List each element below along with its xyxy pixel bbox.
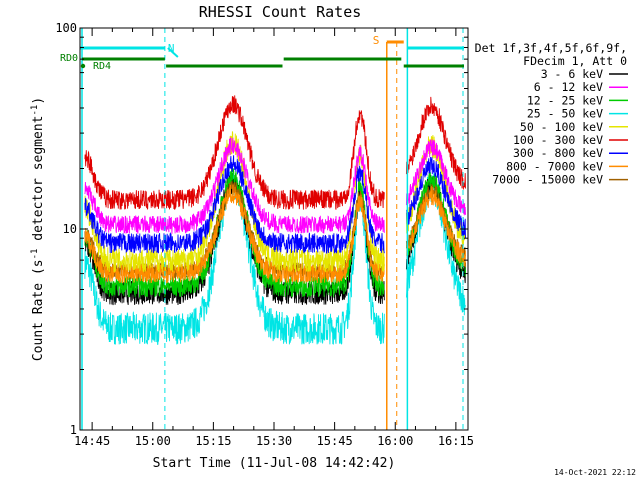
legend-entry-label: 7000 - 15000 keV xyxy=(492,173,603,187)
chart-title: RHESSI Count Rates xyxy=(199,3,362,21)
y-axis-label-mid: detector segment xyxy=(31,116,46,249)
legend-entry-label: 800 - 7000 keV xyxy=(506,159,603,173)
legend-header-line-1: Det 1f,3f,4f,5f,6f,9f, xyxy=(475,41,627,55)
x-axis: 14:45 15:00 15:15 15:30 15:45 16:00 16:15 xyxy=(74,28,474,448)
y-tick-label: 100 xyxy=(55,21,77,35)
y-axis-label-sup: -1 xyxy=(30,249,40,260)
x-axis-label: Start Time (11-Jul-08 14:42:42) xyxy=(153,456,396,471)
series-layer xyxy=(84,95,466,346)
legend: Det 1f,3f,4f,5f,6f,9f, FDecim 1, Att 0 3… xyxy=(475,41,628,187)
legend-entry-label: 300 - 800 keV xyxy=(513,146,603,160)
segment-layer: N S RD0 RD4 xyxy=(60,28,464,430)
saa-label: S xyxy=(373,34,380,47)
legend-entry-label: 12 - 25 keV xyxy=(527,93,603,107)
x-tick-label: 16:00 xyxy=(377,434,413,448)
y-axis-label-sup2: -1 xyxy=(30,105,40,116)
legend-entry-label: 100 - 300 keV xyxy=(513,133,603,147)
y-tick-label: 10 xyxy=(63,222,77,236)
legend-entry-label: 6 - 12 keV xyxy=(534,80,603,94)
x-tick-label: 15:30 xyxy=(256,434,292,448)
rd4-label: RD4 xyxy=(93,61,111,72)
legend-entry-label: 25 - 50 keV xyxy=(527,107,603,121)
legend-entry-label: 50 - 100 keV xyxy=(520,120,603,134)
footer-timestamp: 14-Oct-2021 22:12 xyxy=(554,468,636,477)
series-100-300keV-line xyxy=(84,95,466,211)
x-tick-label: 15:45 xyxy=(317,434,353,448)
legend-header-line-2: FDecim 1, Att 0 xyxy=(523,54,627,68)
rd4-dot xyxy=(80,63,86,69)
series-6-12keV-line xyxy=(84,137,466,234)
y-axis: 1 10 100 xyxy=(55,21,468,437)
legend-entry-label: 3 - 6 keV xyxy=(541,67,603,81)
rd0-label: RD0 xyxy=(60,53,78,64)
series-300-800keV-line xyxy=(84,155,466,254)
y-tick-label: 1 xyxy=(70,423,77,437)
night-label: N xyxy=(168,42,175,55)
x-tick-label: 16:15 xyxy=(438,434,474,448)
x-tick-label: 15:00 xyxy=(135,434,171,448)
y-axis-label-head: Count Rate (s xyxy=(31,259,46,361)
night-bar-tail xyxy=(167,47,179,58)
series-800-7000keV-line xyxy=(84,184,466,284)
y-axis-label: Count Rate (s-1 detector segment-1) xyxy=(30,97,46,361)
x-tick-label: 14:45 xyxy=(74,434,110,448)
x-tick-label: 15:15 xyxy=(195,434,231,448)
y-axis-label-end: ) xyxy=(31,97,46,105)
